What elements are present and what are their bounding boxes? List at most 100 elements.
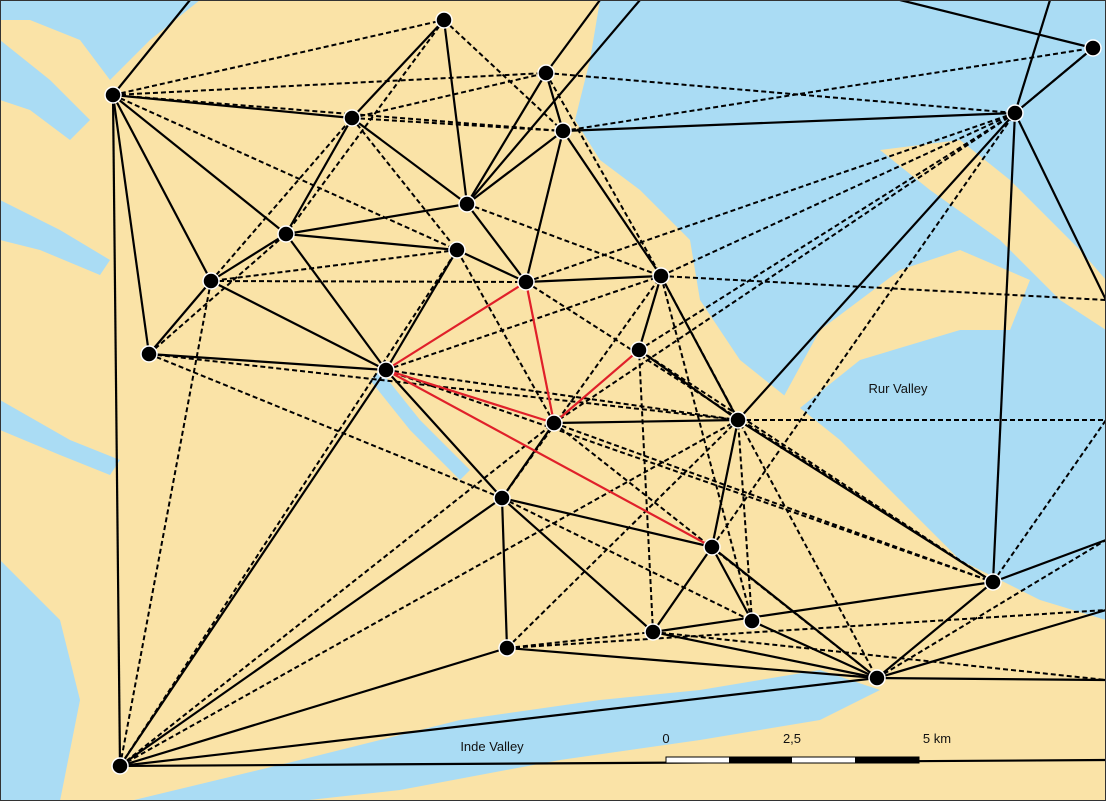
edges bbox=[111, 0, 1106, 768]
station bbox=[703, 538, 721, 556]
highlight-edge bbox=[385, 369, 713, 548]
edge bbox=[545, 0, 601, 74]
edge bbox=[638, 349, 994, 583]
edge bbox=[285, 19, 445, 235]
station bbox=[630, 341, 648, 359]
edge bbox=[119, 369, 387, 767]
edge bbox=[119, 497, 503, 767]
edge bbox=[385, 369, 994, 583]
edge bbox=[119, 249, 458, 767]
edge bbox=[443, 19, 564, 132]
highlight-edge bbox=[553, 349, 640, 424]
station bbox=[984, 573, 1002, 591]
edge bbox=[112, 93, 353, 120]
edge bbox=[210, 280, 387, 371]
edge bbox=[751, 619, 878, 680]
edge bbox=[112, 94, 458, 251]
edge bbox=[506, 646, 878, 680]
edge bbox=[466, 0, 641, 205]
edge bbox=[285, 202, 468, 236]
edge bbox=[660, 275, 739, 421]
station bbox=[458, 195, 476, 213]
edge bbox=[553, 418, 739, 425]
edge bbox=[466, 203, 527, 283]
nodes bbox=[104, 11, 1102, 775]
edge bbox=[119, 422, 555, 767]
place-label: Inde Valley bbox=[460, 739, 524, 754]
highlight-edge bbox=[385, 368, 555, 425]
edge bbox=[210, 117, 353, 282]
scale-label: 2,5 bbox=[783, 731, 801, 746]
edge bbox=[506, 631, 654, 649]
edge bbox=[660, 275, 1106, 301]
place-label: Rur Valley bbox=[868, 381, 928, 396]
station bbox=[652, 267, 670, 285]
station bbox=[140, 345, 158, 363]
edge bbox=[1014, 112, 1106, 301]
edge bbox=[442, 19, 469, 205]
station bbox=[743, 612, 761, 630]
edge bbox=[119, 419, 739, 767]
edge bbox=[119, 676, 878, 768]
edge bbox=[466, 130, 564, 205]
edge bbox=[562, 47, 1094, 132]
edge bbox=[876, 539, 1106, 679]
station bbox=[554, 122, 572, 140]
edge bbox=[992, 419, 1106, 583]
edge bbox=[525, 112, 1016, 283]
edge bbox=[385, 249, 458, 371]
edge bbox=[112, 94, 564, 132]
station bbox=[493, 489, 511, 507]
edge bbox=[456, 249, 527, 283]
edge bbox=[652, 546, 713, 633]
edge bbox=[562, 130, 662, 277]
edge bbox=[466, 72, 547, 205]
edge bbox=[553, 112, 1016, 424]
edge bbox=[660, 275, 753, 622]
station bbox=[435, 11, 453, 29]
edge bbox=[112, 94, 212, 282]
scale-bar-segment bbox=[729, 757, 792, 763]
edge bbox=[285, 233, 387, 371]
edge bbox=[210, 233, 287, 282]
scale-label: 0 bbox=[662, 731, 669, 746]
edge bbox=[148, 280, 212, 355]
edge bbox=[638, 112, 1016, 351]
edge bbox=[500, 497, 509, 649]
edge bbox=[385, 369, 503, 499]
station bbox=[377, 361, 395, 379]
edge bbox=[111, 94, 122, 767]
edge bbox=[501, 422, 555, 499]
edge bbox=[456, 249, 555, 424]
edge bbox=[1013, 0, 1052, 114]
edge bbox=[210, 280, 527, 283]
station bbox=[868, 669, 886, 687]
scale-bar-segment bbox=[855, 757, 919, 763]
edge bbox=[991, 112, 1017, 583]
edge bbox=[876, 581, 994, 679]
highlight-edge bbox=[385, 281, 527, 371]
station bbox=[729, 411, 747, 429]
station bbox=[537, 64, 555, 82]
edge bbox=[638, 349, 739, 421]
edge bbox=[351, 117, 468, 205]
edge bbox=[112, 94, 287, 235]
station bbox=[343, 109, 361, 127]
edge bbox=[525, 274, 662, 284]
edge bbox=[351, 19, 445, 119]
station bbox=[498, 639, 516, 657]
edge bbox=[119, 758, 1106, 768]
station bbox=[1006, 104, 1024, 122]
edge bbox=[876, 676, 1106, 682]
edge bbox=[737, 112, 1016, 421]
edge bbox=[992, 538, 1106, 584]
edge bbox=[285, 232, 458, 252]
station bbox=[104, 86, 122, 104]
edge bbox=[652, 630, 878, 680]
edge bbox=[501, 275, 662, 499]
edge bbox=[466, 203, 662, 277]
station bbox=[448, 241, 466, 259]
edge bbox=[501, 496, 713, 549]
